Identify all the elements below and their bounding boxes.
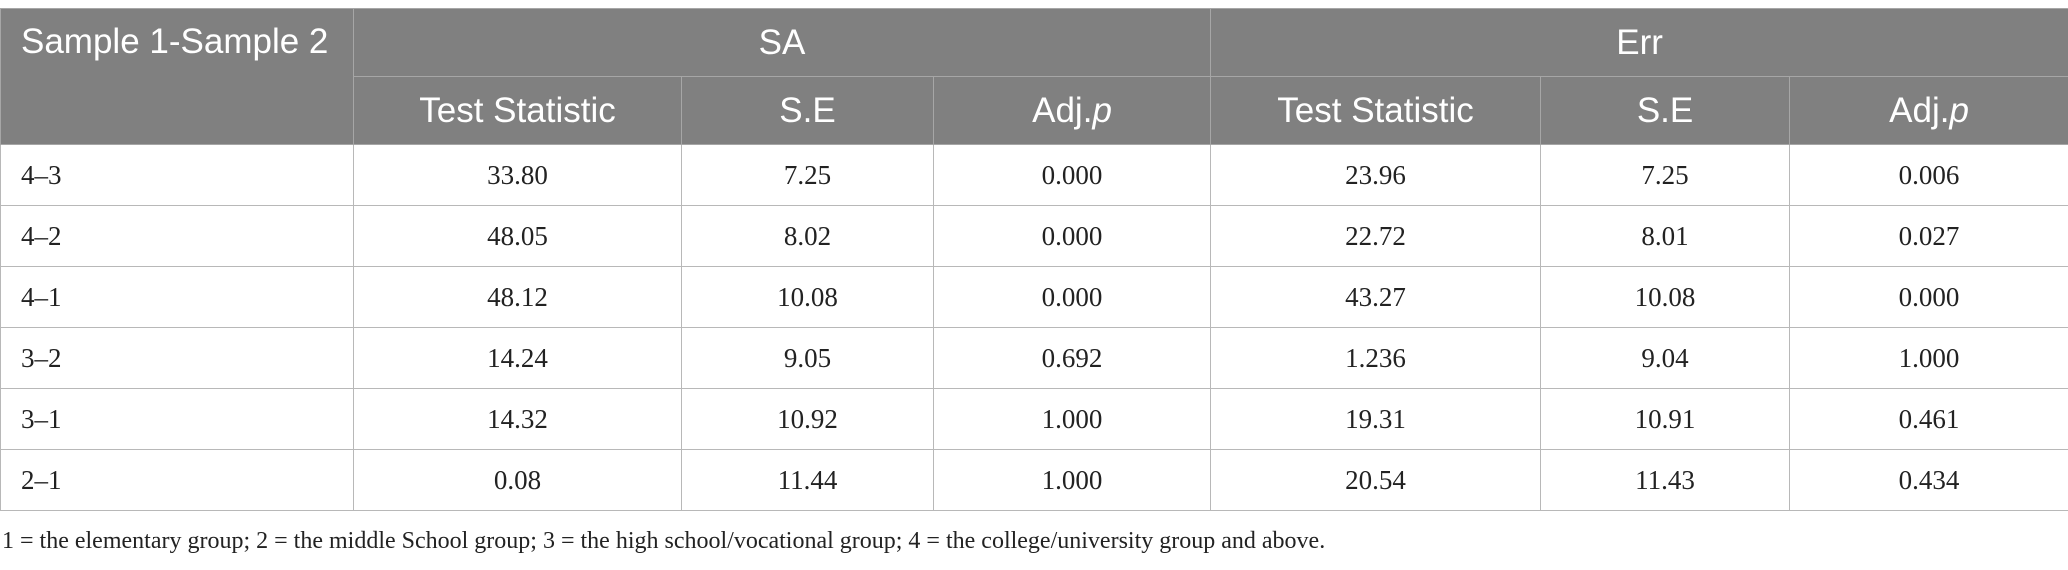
sa-adj-p-cell: 1.000 [932,449,1212,511]
group-header-err: Err [1210,8,2068,77]
table-row: 3–2 14.24 9.05 0.692 1.236 9.04 1.000 [0,327,2068,389]
header-group-row: Sample 1-Sample 2 SA Err [0,8,2068,145]
err-se-cell: 9.04 [1540,327,1791,389]
sub-header-err-adj-p: Adj.p [1789,76,2068,145]
sub-header-text: Test Statistic [419,90,616,130]
err-adj-p-cell: 0.461 [1789,388,2068,450]
err-se-cell: 7.25 [1540,144,1791,206]
sample-pair-cell: 4–2 [0,205,354,267]
err-se-cell: 8.01 [1540,205,1791,267]
err-test-statistic-cell: 19.31 [1210,388,1542,450]
sa-test-statistic-cell: 14.24 [353,327,682,389]
sa-test-statistic-cell: 33.80 [353,144,682,206]
group-header-sa: SA [352,8,1212,77]
sub-header-italic: p [1092,90,1112,130]
sample-pair-cell: 3–1 [0,388,354,450]
sample-pair-cell: 4–3 [0,144,354,206]
sa-test-statistic-cell: 0.08 [353,449,682,511]
err-adj-p-cell: 0.027 [1789,205,2068,267]
err-test-statistic-cell: 22.72 [1210,205,1542,267]
err-test-statistic-cell: 20.54 [1210,449,1542,511]
sample-pair-cell: 2–1 [0,449,354,511]
err-adj-p-cell: 1.000 [1789,327,2068,389]
sa-test-statistic-cell: 14.32 [353,388,682,450]
err-adj-p-cell: 0.006 [1789,144,2068,206]
sub-header-text: Test Statistic [1277,90,1474,130]
table-row: 2–1 0.08 11.44 1.000 20.54 11.43 0.434 [0,449,2068,511]
err-adj-p-cell: 0.434 [1789,449,2068,511]
sa-test-statistic-cell: 48.05 [353,205,682,267]
sub-header-sa-adj-p: Adj.p [932,76,1212,145]
table-row: 4–1 48.12 10.08 0.000 43.27 10.08 0.000 [0,266,2068,328]
sa-test-statistic-cell: 48.12 [353,266,682,328]
table-footnote: 1 = the elementary group; 2 = the middle… [2,528,1326,554]
sa-se-cell: 11.44 [681,449,934,511]
sa-adj-p-cell: 0.692 [932,327,1212,389]
sub-header-sa-test-statistic: Test Statistic [353,76,682,145]
err-adj-p-cell: 0.000 [1789,266,2068,328]
sa-se-cell: 10.08 [681,266,934,328]
sub-header-err-se: S.E [1540,76,1791,145]
sa-se-cell: 7.25 [681,144,934,206]
sa-adj-p-cell: 1.000 [932,388,1212,450]
sub-header-text: Adj. [1032,90,1093,130]
sa-adj-p-cell: 0.000 [932,144,1212,206]
table-header: Sample 1-Sample 2 SA Err Test Statistic … [0,8,2068,145]
err-test-statistic-cell: 1.236 [1210,327,1542,389]
sample-pair-cell: 3–2 [0,327,354,389]
err-test-statistic-cell: 23.96 [1210,144,1542,206]
err-test-statistic-cell: 43.27 [1210,266,1542,328]
sa-se-cell: 9.05 [681,327,934,389]
sub-header-text: S.E [779,90,836,130]
sa-se-cell: 8.02 [681,205,934,267]
sa-adj-p-cell: 0.000 [932,205,1212,267]
sub-header-italic: p [1949,90,1969,130]
sub-header-text: S.E [1636,90,1694,130]
sub-header-text: Adj. [1889,90,1950,130]
err-se-cell: 10.91 [1540,388,1791,450]
sample-pair-cell: 4–1 [0,266,354,328]
table-row: 4–2 48.05 8.02 0.000 22.72 8.01 0.027 [0,205,2068,267]
sub-header-err-test-statistic: Test Statistic [1210,76,1542,145]
table-row: 3–1 14.32 10.92 1.000 19.31 10.91 0.461 [0,388,2068,450]
sa-adj-p-cell: 0.000 [932,266,1212,328]
header-sub-row: Test Statistic S.E Adj.p Test Statistic … [1,76,2068,145]
sa-se-cell: 10.92 [681,388,934,450]
pairwise-comparison-table: Sample 1-Sample 2 SA Err Test Statistic … [0,8,2068,511]
err-se-cell: 10.08 [1540,266,1791,328]
table-row: 4–3 33.80 7.25 0.000 23.96 7.25 0.006 [0,144,2068,206]
table-body: 4–3 33.80 7.25 0.000 23.96 7.25 0.006 4–… [0,144,2068,511]
sub-header-sa-se: S.E [681,76,934,145]
err-se-cell: 11.43 [1540,449,1791,511]
corner-header: Sample 1-Sample 2 [0,8,354,145]
